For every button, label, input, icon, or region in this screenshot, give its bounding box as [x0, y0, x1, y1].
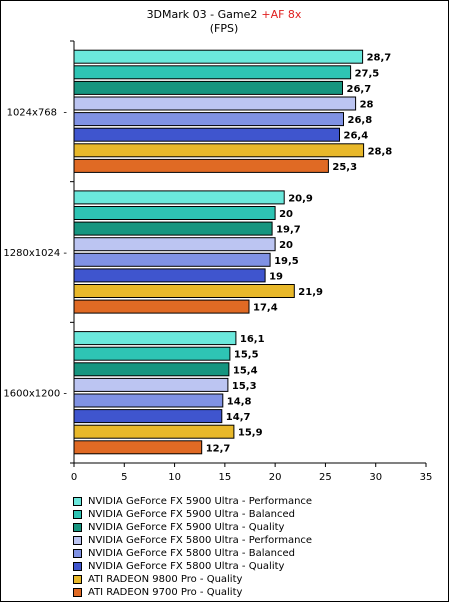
value-label: 17,4 — [253, 303, 278, 314]
legend-label: NVIDIA GeForce FX 5800 Ultra - Quality — [88, 561, 285, 572]
value-label: 19,5 — [274, 256, 299, 267]
x-tick-label: 35 — [420, 472, 433, 483]
legend-item: NVIDIA GeForce FX 5900 Ultra - Balanced — [73, 508, 443, 521]
axes-layer: 1024x768 - 1280x1024 - 1600x1200 - 0 5 10 15 20… — [3, 40, 433, 483]
legend-label: NVIDIA GeForce FX 5900 Ultra - Performan… — [88, 496, 313, 507]
bar — [73, 143, 365, 158]
bar — [73, 346, 231, 361]
value-label: 14,7 — [226, 412, 251, 423]
bar — [73, 440, 203, 455]
legend-swatch — [73, 510, 82, 519]
category-label: 1280x1024 - — [3, 248, 67, 259]
chart-title-main: 3DMark 03 - Game2 — [147, 8, 258, 21]
bar — [73, 268, 266, 283]
bar — [73, 393, 224, 408]
value-label: 27,5 — [355, 68, 380, 79]
value-label: 15,9 — [238, 428, 263, 439]
legend-item: ATI RADEON 9700 Pro - Quality — [73, 586, 443, 599]
value-label: 20,9 — [288, 193, 313, 204]
value-label: 15,4 — [233, 365, 258, 376]
bar — [73, 377, 229, 392]
x-tick-label: 5 — [121, 472, 127, 483]
value-label: 19 — [269, 271, 283, 282]
legend: NVIDIA GeForce FX 5900 Ultra - Performan… — [73, 495, 443, 599]
legend-item: NVIDIA GeForce FX 5800 Ultra - Quality — [73, 560, 443, 573]
value-label: 26,7 — [347, 84, 372, 95]
x-tick-label: 0 — [71, 472, 77, 483]
x-tick-label: 15 — [218, 472, 231, 483]
legend-label: ATI RADEON 9800 Pro - Quality — [88, 574, 243, 585]
value-label: 15,3 — [232, 381, 257, 392]
value-label: 20 — [279, 209, 293, 220]
bars-layer: 28,7 27,5 26,7 28 26,8 26,4 28,8 25,3 20,9 20 19,7… — [73, 49, 393, 455]
legend-swatch — [73, 523, 82, 532]
bar — [73, 80, 343, 95]
bar — [73, 112, 344, 127]
chart-title-highlight: +AF 8x — [261, 8, 302, 21]
category-label: 1600x1200 - — [3, 389, 67, 400]
bar — [73, 65, 352, 80]
value-label: 28,7 — [367, 53, 392, 64]
x-tick-label: 10 — [168, 472, 181, 483]
bar — [73, 49, 364, 64]
legend-swatch — [73, 562, 82, 571]
legend-label: NVIDIA GeForce FX 5900 Ultra - Quality — [88, 522, 285, 533]
legend-item: NVIDIA GeForce FX 5900 Ultra - Quality — [73, 521, 443, 534]
bar — [73, 331, 237, 346]
bar — [73, 424, 235, 439]
legend-label: NVIDIA GeForce FX 5800 Ultra - Balanced — [88, 548, 295, 559]
legend-label: ATI RADEON 9700 Pro - Quality — [88, 587, 243, 598]
legend-item: NVIDIA GeForce FX 5800 Ultra - Performan… — [73, 534, 443, 547]
value-label: 15,5 — [234, 350, 259, 361]
bar — [73, 96, 357, 111]
legend-swatch — [73, 497, 82, 506]
bar — [73, 158, 329, 173]
bar — [73, 206, 276, 220]
value-label: 16,1 — [240, 334, 265, 345]
chart-subtitle: (FPS) — [210, 22, 239, 35]
value-label: 26,8 — [348, 115, 373, 126]
legend-swatch — [73, 536, 82, 545]
legend-item: NVIDIA GeForce FX 5800 Ultra - Balanced — [73, 547, 443, 560]
value-label: 28,8 — [368, 146, 393, 157]
bar — [73, 284, 295, 298]
x-tick-label: 20 — [269, 472, 282, 483]
legend-swatch — [73, 575, 82, 584]
value-label: 14,8 — [227, 397, 252, 408]
legend-item: NVIDIA GeForce FX 5900 Ultra - Performan… — [73, 495, 443, 508]
legend-swatch — [73, 588, 82, 597]
x-tick-label: 30 — [369, 472, 382, 483]
bar — [73, 127, 340, 142]
bar — [73, 190, 285, 205]
bar — [73, 362, 230, 377]
category-label: 1024x768 - — [7, 107, 68, 118]
legend-label: NVIDIA GeForce FX 5900 Ultra - Balanced — [88, 509, 295, 520]
bar — [73, 237, 276, 252]
value-label: 21,9 — [298, 287, 323, 298]
value-label: 20 — [279, 240, 293, 251]
bar — [73, 221, 273, 236]
legend-swatch — [73, 549, 82, 558]
legend-label: NVIDIA GeForce FX 5800 Ultra - Performan… — [88, 535, 313, 546]
bar — [73, 252, 271, 267]
value-label: 25,3 — [332, 162, 357, 173]
chart-title: 3DMark 03 - Game2 +AF 8x — [147, 8, 302, 21]
value-label: 12,7 — [206, 443, 231, 454]
x-tick-label: 25 — [319, 472, 332, 483]
legend-item: ATI RADEON 9800 Pro - Quality — [73, 573, 443, 586]
value-label: 26,4 — [344, 131, 369, 142]
value-label: 28 — [360, 100, 374, 111]
bar — [73, 299, 250, 314]
value-label: 19,7 — [276, 225, 301, 236]
bar — [73, 409, 223, 424]
